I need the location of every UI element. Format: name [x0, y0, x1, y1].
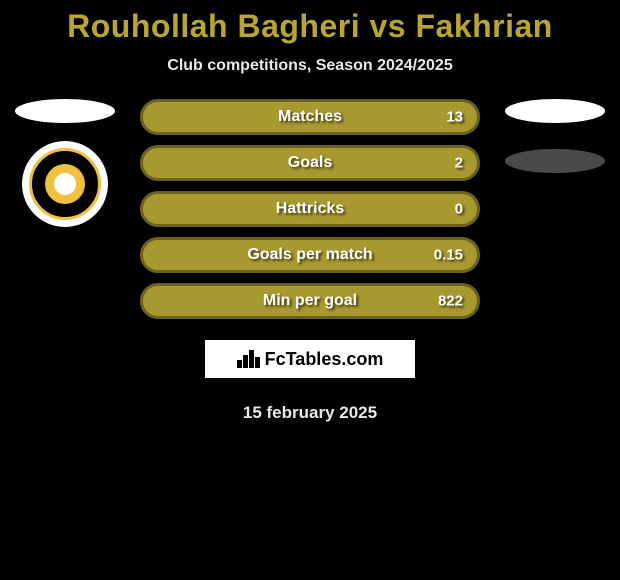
watermark: FcTables.com: [202, 337, 418, 381]
stat-label: Hattricks: [276, 200, 344, 218]
date-label: 15 february 2025: [0, 403, 620, 423]
club-badge-placeholder-right: [505, 149, 605, 173]
right-player-badges: [500, 99, 610, 173]
stat-value-right: 0.15: [434, 247, 463, 264]
stat-row-goals: Goals 2: [140, 145, 480, 181]
left-player-badges: [10, 99, 120, 227]
stat-label: Goals per match: [247, 246, 372, 264]
stat-value-right: 0: [455, 201, 463, 218]
stat-value-right: 822: [438, 293, 463, 310]
stat-value-right: 2: [455, 155, 463, 172]
player-avatar-placeholder-left: [15, 99, 115, 123]
stat-row-mpg: Min per goal 822: [140, 283, 480, 319]
bar-chart-icon: [237, 350, 259, 368]
stat-row-gpm: Goals per match 0.15: [140, 237, 480, 273]
watermark-text: FcTables.com: [265, 349, 384, 370]
subtitle: Club competitions, Season 2024/2025: [0, 57, 620, 75]
stat-value-right: 13: [446, 109, 463, 126]
club-crest-icon: [29, 148, 101, 220]
player-avatar-placeholder-right: [505, 99, 605, 123]
stat-row-matches: Matches 13: [140, 99, 480, 135]
stat-label: Goals: [288, 154, 332, 172]
stats-container: Matches 13 Goals 2 Hattricks 0 Goals per…: [140, 99, 480, 319]
page-title: Rouhollah Bagheri vs Fakhrian: [0, 0, 620, 45]
comparison-area: Matches 13 Goals 2 Hattricks 0 Goals per…: [0, 99, 620, 423]
stat-label: Min per goal: [263, 292, 357, 310]
club-badge-left: [22, 141, 108, 227]
stat-row-hattricks: Hattricks 0: [140, 191, 480, 227]
stat-label: Matches: [278, 108, 342, 126]
